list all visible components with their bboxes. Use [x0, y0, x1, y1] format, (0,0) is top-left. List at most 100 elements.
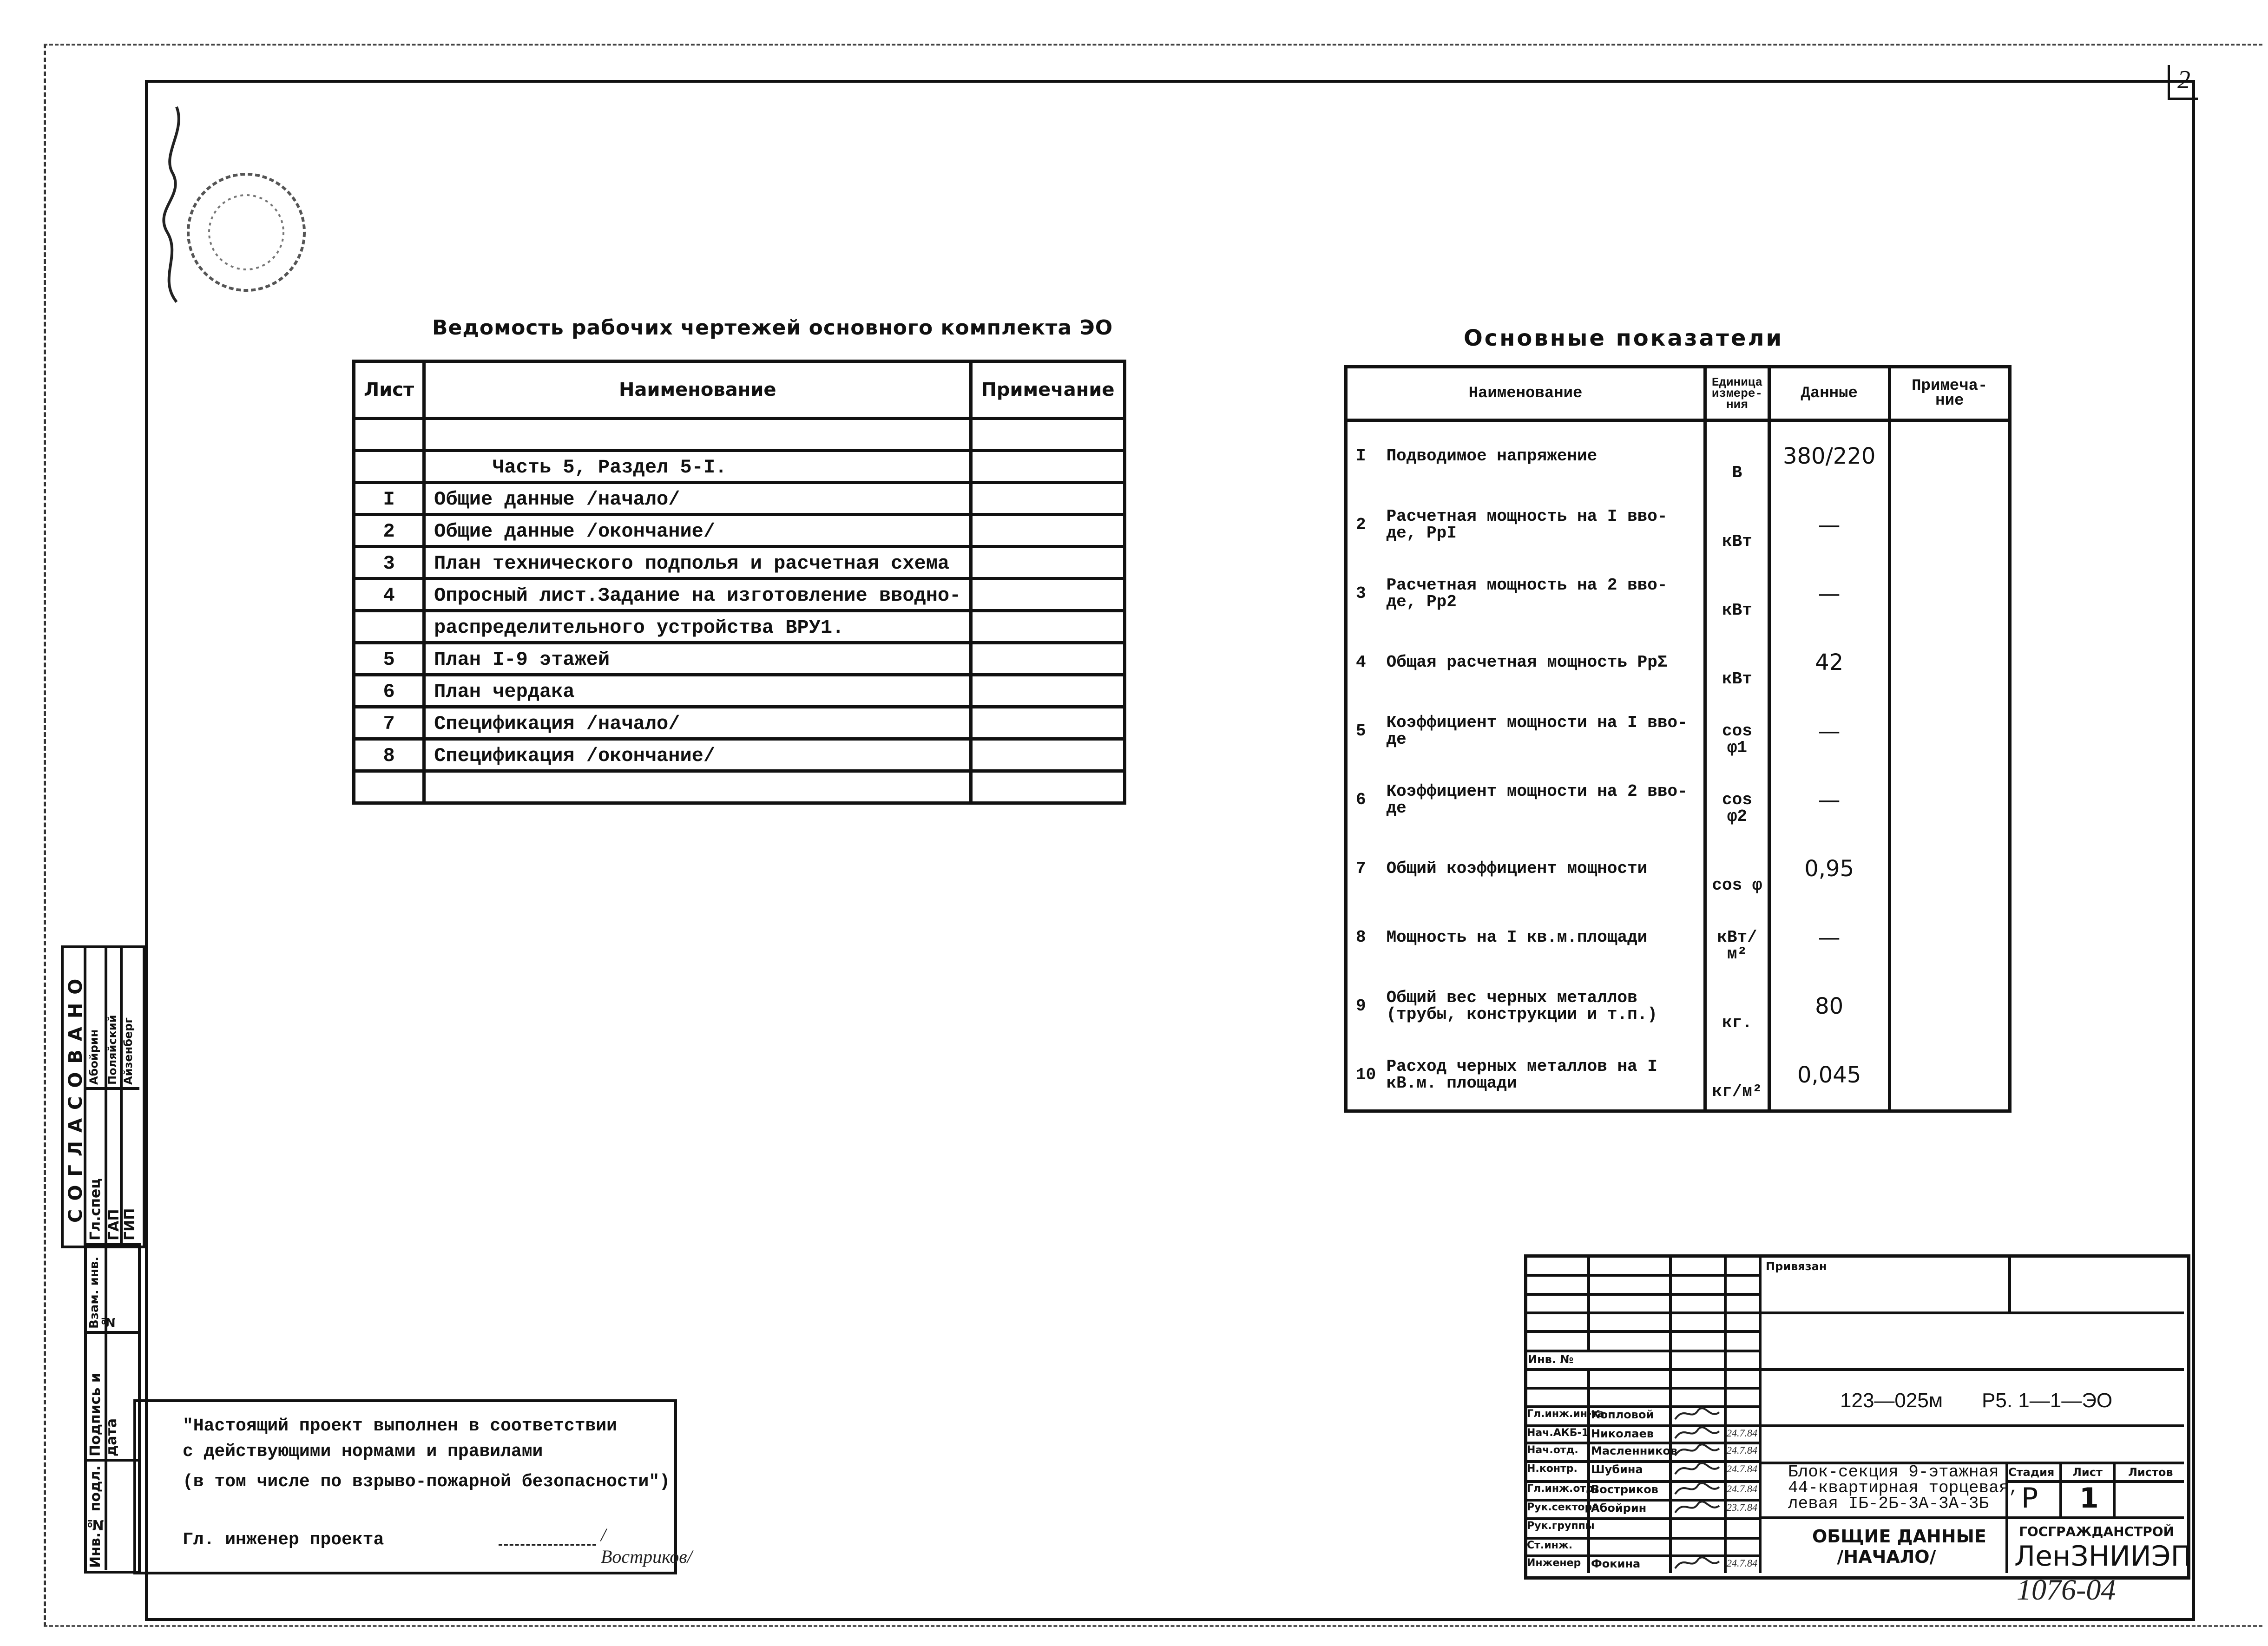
- indicator-name: Коэффициент мощности на I вво-де: [1378, 697, 1707, 766]
- organization-parent: ГОСГРАЖДАНСТРОЙ: [2019, 1524, 2174, 1539]
- main-indicators-table: Наименование Единица измере-ния Данные П…: [1344, 365, 2012, 1113]
- indicator-note: [1887, 834, 2012, 903]
- drawing-name: Спецификация /начало/: [422, 705, 973, 741]
- table-row: 5 План I-9 этажей: [352, 641, 1126, 676]
- outer-trim-border: [44, 44, 2262, 1627]
- indicator-value: 42: [1767, 628, 1891, 697]
- indicator-value: —: [1767, 766, 1891, 834]
- indicator-name: Подводимое напряжение: [1378, 420, 1707, 491]
- table-row: 4 Общая расчетная мощность PpΣ кВт 42: [1344, 628, 2012, 697]
- table-row: [352, 417, 1126, 452]
- sheet-number: 4: [352, 577, 426, 612]
- indicator-note: [1887, 420, 2012, 491]
- chief-engineer-signature-icon: [499, 1525, 596, 1546]
- agreed-name: Айзенберг: [122, 1017, 135, 1085]
- compliance-note-box: "Настоящий проект выполнен в соответстви…: [133, 1399, 692, 1574]
- table-row: 7 Общий коэффициент мощности cos φ 0,95: [1344, 834, 2012, 903]
- table-row: 3 Расчетная мощность на 2 вво-де, Pp2 кВ…: [1344, 559, 2012, 628]
- main-indicators-title: Основные показатели: [1464, 325, 1784, 351]
- signatory-name: Фокина: [1591, 1557, 1641, 1570]
- title-block: [1524, 1254, 2190, 1580]
- drawing-frame: [145, 80, 2195, 1621]
- drawings-list-title: Ведомость рабочих чертежей основного ком…: [432, 316, 1113, 340]
- sheets-label: Листов: [2128, 1466, 2173, 1479]
- indicator-note: [1887, 972, 2012, 1041]
- table-row: [352, 769, 1126, 805]
- row-number: 5: [1344, 697, 1378, 766]
- handwritten-signature-icon: [1674, 1462, 1720, 1475]
- signature-role: Инженер: [1527, 1557, 1581, 1569]
- handwritten-signature-icon: [1674, 1426, 1720, 1439]
- drawing-name: План технического подполья и расчетная с…: [422, 545, 973, 580]
- drawing-note: [969, 737, 1126, 773]
- table-row: 3 План технического подполья и расчетная…: [352, 545, 1126, 580]
- indicator-note: [1887, 559, 2012, 628]
- row-number: 9: [1344, 972, 1378, 1041]
- signatory-name: Абойрин: [1591, 1502, 1647, 1515]
- handwritten-signature-icon: [1674, 1443, 1720, 1456]
- indicator-name: Общая расчетная мощность PpΣ: [1378, 628, 1707, 697]
- indicator-unit: кВт: [1703, 628, 1771, 697]
- object-description: Блок-секция 9-этажная 44-квартирная торц…: [1788, 1464, 2019, 1512]
- table-row: 8 Спецификация /окончание/: [352, 737, 1126, 773]
- indicator-unit: cos φ2: [1703, 766, 1771, 834]
- object-line: левая IБ-2Б-3А-3А-3Б: [1788, 1494, 1989, 1513]
- signature-date: 24.7.84: [1727, 1444, 1757, 1456]
- indicator-note: [1887, 766, 2012, 834]
- archive-number: 1076-04: [2017, 1573, 2116, 1606]
- sheet-number: 3: [352, 545, 426, 580]
- chief-engineer-label: Гл. инженер проекта: [183, 1530, 384, 1550]
- sheet-number: I: [352, 481, 426, 516]
- indicator-value: —: [1767, 559, 1891, 628]
- object-line: Блок-секция 9-этажная: [1788, 1462, 1999, 1482]
- indicator-value: —: [1767, 491, 1891, 559]
- indicator-name: Расчетная мощность на 2 вво-де, Pp2: [1378, 559, 1707, 628]
- drawing-name: Общие данные /окончание/: [422, 513, 973, 548]
- indicator-value: 0,95: [1767, 834, 1891, 903]
- table-row: распределительного устройства ВРУ1.: [352, 609, 1126, 644]
- column-header-name: Наименование: [1344, 365, 1707, 422]
- row-number: 3: [1344, 559, 1378, 628]
- drawing-note: [969, 769, 1126, 805]
- sheet-corner-number: 2: [2168, 65, 2198, 100]
- table-row: 9 Общий вес черных металлов (трубы, конс…: [1344, 972, 2012, 1041]
- indicator-note: [1887, 903, 2012, 972]
- signature-role: Ст.инж.: [1527, 1540, 1573, 1551]
- handwritten-signature-icon: [1674, 1407, 1720, 1420]
- drawing-name: [422, 769, 973, 805]
- sheet-title-line: ОБЩИЕ ДАННЫЕ: [1812, 1526, 1986, 1547]
- drawing-note: [969, 673, 1126, 708]
- indicator-value: —: [1767, 903, 1891, 972]
- indicator-name: Общий коэффициент мощности: [1378, 834, 1707, 903]
- sheet-number: 2: [352, 513, 426, 548]
- indicator-note: [1887, 1041, 2012, 1113]
- signature-date: 23.7.84: [1727, 1502, 1757, 1513]
- drawing-note: [969, 705, 1126, 741]
- signatory-name: Николаев: [1591, 1427, 1654, 1440]
- table-row: 4 Опросный лист.Задание на изготовление …: [352, 577, 1126, 612]
- signatory-name: Масленников: [1591, 1444, 1678, 1457]
- object-line: 44-квартирная торцевая,: [1788, 1478, 2019, 1497]
- indicator-name: Коэффициент мощности на 2 вво-де: [1378, 766, 1707, 834]
- indicator-value: 380/220: [1767, 420, 1891, 491]
- table-row: I Подводимое напряжение В 380/220: [1344, 420, 2012, 491]
- handwritten-signature-icon: [1674, 1501, 1720, 1514]
- inventory-label: Инв. №: [1528, 1353, 1574, 1366]
- indicator-name: Расчетная мощность на I вво-де, PpI: [1378, 491, 1707, 559]
- table-row: 6 План чердака: [352, 673, 1126, 708]
- stage-value: Р: [2021, 1482, 2038, 1515]
- table-row: 10 Расход черных металлов на I кВ.м. пло…: [1344, 1041, 2012, 1113]
- signature-role: Рук.группы: [1527, 1520, 1595, 1532]
- note-line: с действующими нормами и правилами: [183, 1442, 543, 1462]
- drawing-note: [969, 545, 1126, 580]
- indicator-name: Общий вес черных металлов (трубы, констр…: [1378, 972, 1707, 1041]
- indicator-unit: кг/м²: [1703, 1041, 1771, 1113]
- sheet-number: [352, 449, 426, 484]
- sheet-number: [352, 769, 426, 805]
- indicator-unit: В: [1703, 420, 1771, 491]
- signatory-name: Копловой: [1591, 1408, 1654, 1421]
- drawing-name: распределительного устройства ВРУ1.: [422, 609, 973, 644]
- drawing-note: [969, 417, 1126, 452]
- drawing-note: [969, 449, 1126, 484]
- column-header-name: Наименование: [422, 360, 973, 420]
